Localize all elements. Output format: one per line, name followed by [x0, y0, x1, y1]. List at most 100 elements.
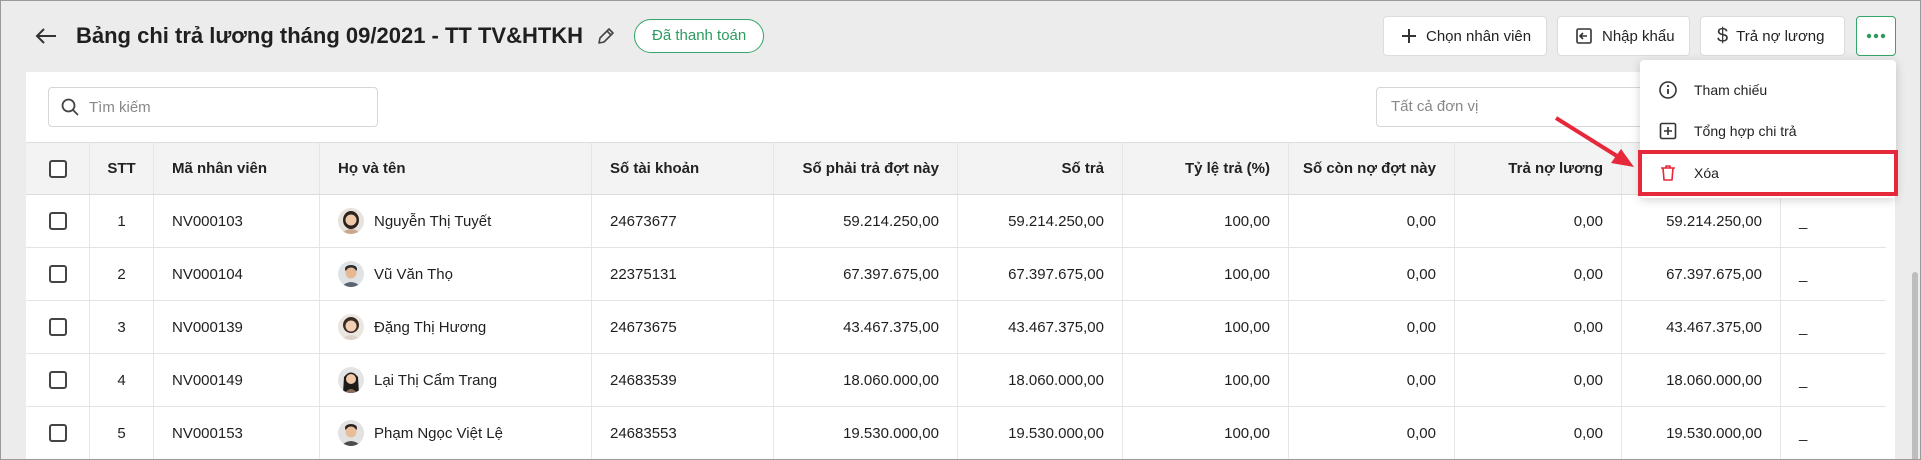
employee-name-cell: Đặng Thị Hương — [320, 301, 592, 353]
import-button[interactable]: Nhập khẩu — [1557, 16, 1690, 56]
page-title: Bảng chi trả lương tháng 09/2021 - TT TV… — [76, 23, 584, 48]
payable-cell: 59.214.250,00 — [774, 195, 958, 247]
import-icon — [1576, 28, 1592, 44]
debt-paid-cell: 0,00 — [1455, 354, 1622, 406]
row-checkbox[interactable] — [48, 424, 67, 442]
stt-cell: 5 — [90, 407, 154, 459]
info-icon — [1659, 81, 1677, 99]
stt-cell: 3 — [90, 301, 154, 353]
menu-item-label: Tổng hợp chi trả — [1694, 123, 1797, 139]
total-cell: 43.467.375,00 — [1622, 301, 1781, 353]
account-cell: 24683539 — [592, 354, 774, 406]
menu-item-reference[interactable]: Tham chiếu — [1640, 70, 1896, 110]
rate-cell: 100,00 — [1123, 248, 1289, 300]
menu-item-delete[interactable]: Xóa — [1638, 150, 1898, 196]
debt-paid-cell: 0,00 — [1455, 248, 1622, 300]
payable-cell: 67.397.675,00 — [774, 248, 958, 300]
employee-name-cell: Vũ Văn Thọ — [320, 248, 592, 300]
extra-cell: _ — [1799, 212, 1808, 230]
account-cell: 24683553 — [592, 407, 774, 459]
search-input[interactable] — [89, 98, 349, 116]
row-checkbox[interactable] — [48, 371, 67, 389]
add-box-icon — [1659, 122, 1677, 140]
employee-code-cell: NV000153 — [154, 407, 320, 459]
total-cell: 19.530.000,00 — [1622, 407, 1781, 459]
column-header[interactable]: Trả nợ lương — [1455, 143, 1622, 194]
content-panel: Tất cả đơn vị STT Mã nhân viên Họ và tên… — [26, 72, 1918, 460]
account-cell: 22375131 — [592, 248, 774, 300]
table-row[interactable]: 3 NV000139 Đặng Thị Hương 24673675 43.46… — [26, 301, 1886, 354]
status-badge: Đã thanh toán — [634, 19, 765, 53]
extra-cell: _ — [1799, 318, 1808, 336]
column-header[interactable]: Mã nhân viên — [154, 143, 320, 194]
debt-paid-cell: 0,00 — [1455, 301, 1622, 353]
table-row[interactable]: 5 NV000153 Phạm Ngọc Việt Lệ 24683553 19… — [26, 407, 1886, 460]
avatar — [338, 367, 364, 393]
payable-cell: 18.060.000,00 — [774, 354, 958, 406]
select-employee-label: Chọn nhân viên — [1426, 27, 1532, 45]
rate-cell: 100,00 — [1123, 195, 1289, 247]
employee-name-cell: Phạm Ngọc Việt Lệ — [320, 407, 592, 459]
owed-cell: 0,00 — [1289, 354, 1455, 406]
row-checkbox[interactable] — [48, 212, 67, 230]
row-select-cell — [26, 248, 90, 300]
row-checkbox[interactable] — [48, 318, 67, 336]
menu-item-label: Xóa — [1694, 165, 1719, 181]
paid-cell: 19.530.000,00 — [958, 407, 1123, 459]
table-row[interactable]: 4 NV000149 Lại Thị Cẩm Trang 24683539 18… — [26, 354, 1886, 407]
avatar — [338, 261, 364, 287]
row-select-cell — [26, 195, 90, 247]
rate-cell: 100,00 — [1123, 407, 1289, 459]
stt-cell: 1 — [90, 195, 154, 247]
select-employee-button[interactable]: Chọn nhân viên — [1383, 16, 1547, 56]
dollar-icon: $ — [1717, 25, 1729, 47]
import-label: Nhập khẩu — [1602, 27, 1675, 45]
table-row[interactable]: 1 NV000103 Nguyễn Thị Tuyết 24673677 59.… — [26, 195, 1886, 248]
stt-cell: 4 — [90, 354, 154, 406]
unit-filter-select[interactable]: Tất cả đơn vị — [1376, 87, 1676, 127]
account-cell: 24673675 — [592, 301, 774, 353]
pay-debt-button[interactable]: $ Trả nợ lương — [1700, 16, 1845, 56]
select-all-checkbox[interactable] — [48, 159, 67, 178]
more-options-button[interactable] — [1856, 16, 1896, 56]
plus-icon — [1402, 29, 1416, 43]
vertical-scrollbar[interactable] — [1912, 272, 1918, 460]
employee-code-cell: NV000139 — [154, 301, 320, 353]
employee-name: Vũ Văn Thọ — [374, 265, 453, 283]
employee-name-cell: Nguyễn Thị Tuyết — [320, 195, 592, 247]
avatar — [338, 208, 364, 234]
menu-item-payment-summary[interactable]: Tổng hợp chi trả — [1640, 111, 1896, 151]
paid-cell: 67.397.675,00 — [958, 248, 1123, 300]
pay-debt-label: Trả nợ lương — [1736, 27, 1825, 45]
search-icon — [61, 98, 79, 116]
paid-cell: 18.060.000,00 — [958, 354, 1123, 406]
paid-cell: 59.214.250,00 — [958, 195, 1123, 247]
page-header: Bảng chi trả lương tháng 09/2021 - TT TV… — [0, 0, 1921, 72]
table-row[interactable]: 2 NV000104 Vũ Văn Thọ 22375131 67.397.67… — [26, 248, 1886, 301]
search-box[interactable] — [48, 87, 378, 127]
employee-code-cell: NV000103 — [154, 195, 320, 247]
column-header[interactable]: Số trả — [958, 143, 1123, 194]
column-header[interactable]: Họ và tên — [320, 143, 592, 194]
column-header[interactable]: STT — [90, 143, 154, 194]
row-checkbox[interactable] — [48, 265, 67, 283]
column-header[interactable]: Số còn nợ đợt này — [1289, 143, 1455, 194]
column-header[interactable]: Số phải trả đợt này — [774, 143, 958, 194]
payroll-table: STT Mã nhân viên Họ và tên Số tài khoản … — [26, 142, 1886, 460]
employee-code-cell: NV000149 — [154, 354, 320, 406]
more-dots-icon — [1866, 33, 1886, 39]
total-cell: 18.060.000,00 — [1622, 354, 1781, 406]
edit-pencil-icon[interactable] — [594, 24, 618, 48]
row-select-cell — [26, 407, 90, 459]
debt-paid-cell: 0,00 — [1455, 407, 1622, 459]
paid-cell: 43.467.375,00 — [958, 301, 1123, 353]
employee-name: Đặng Thị Hương — [374, 318, 487, 336]
column-header[interactable]: Tỷ lệ trả (%) — [1123, 143, 1289, 194]
employee-name: Nguyễn Thị Tuyết — [374, 212, 492, 230]
debt-paid-cell: 0,00 — [1455, 195, 1622, 247]
employee-name: Lại Thị Cẩm Trang — [374, 371, 498, 389]
menu-item-label: Tham chiếu — [1694, 82, 1768, 98]
back-arrow-icon[interactable] — [32, 22, 60, 50]
column-header[interactable]: Số tài khoản — [592, 143, 774, 194]
extra-cell: _ — [1799, 424, 1808, 442]
